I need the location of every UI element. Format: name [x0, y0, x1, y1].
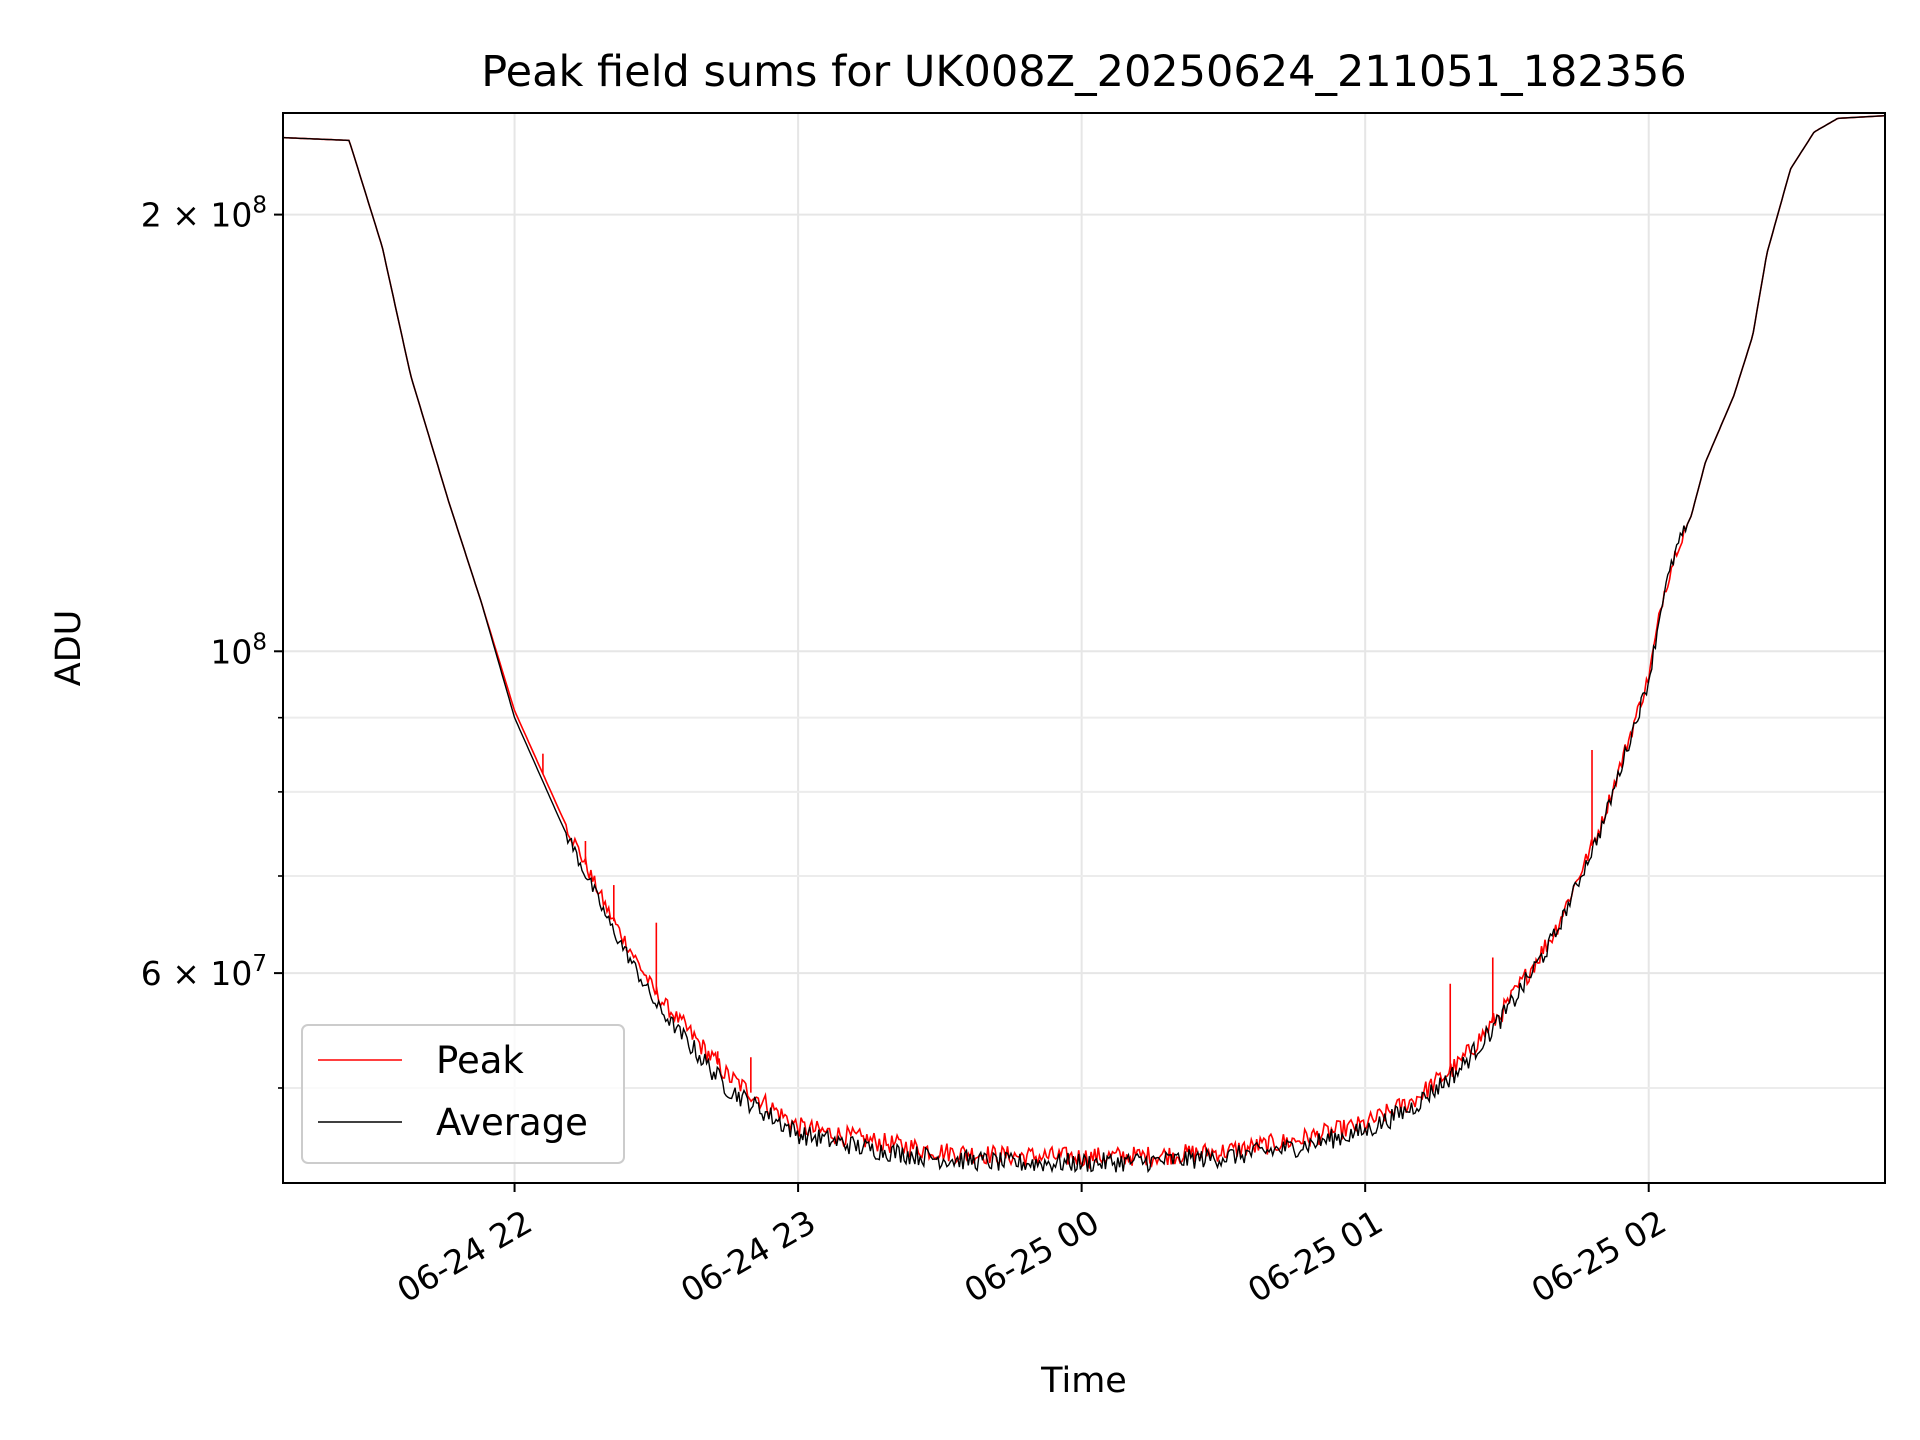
legend-label-average: Average	[436, 1101, 588, 1144]
y-tick-label: 6 × 107	[141, 951, 267, 993]
plot-frame	[282, 112, 1886, 1184]
series-layer	[283, 114, 1885, 1174]
chart-title: Peak field sums for UK008Z_20250624_2110…	[481, 47, 1687, 97]
legend-label-peak: Peak	[436, 1039, 524, 1082]
y-tick-label: 108	[210, 629, 267, 671]
y-tick-label: 2 × 108	[141, 193, 267, 235]
series-line-average	[283, 115, 1885, 1174]
axes	[274, 112, 1886, 1192]
legend: Peak Average	[301, 1024, 625, 1164]
y-axis-label: ADU	[49, 610, 89, 687]
x-axis-label: Time	[1040, 1361, 1127, 1401]
